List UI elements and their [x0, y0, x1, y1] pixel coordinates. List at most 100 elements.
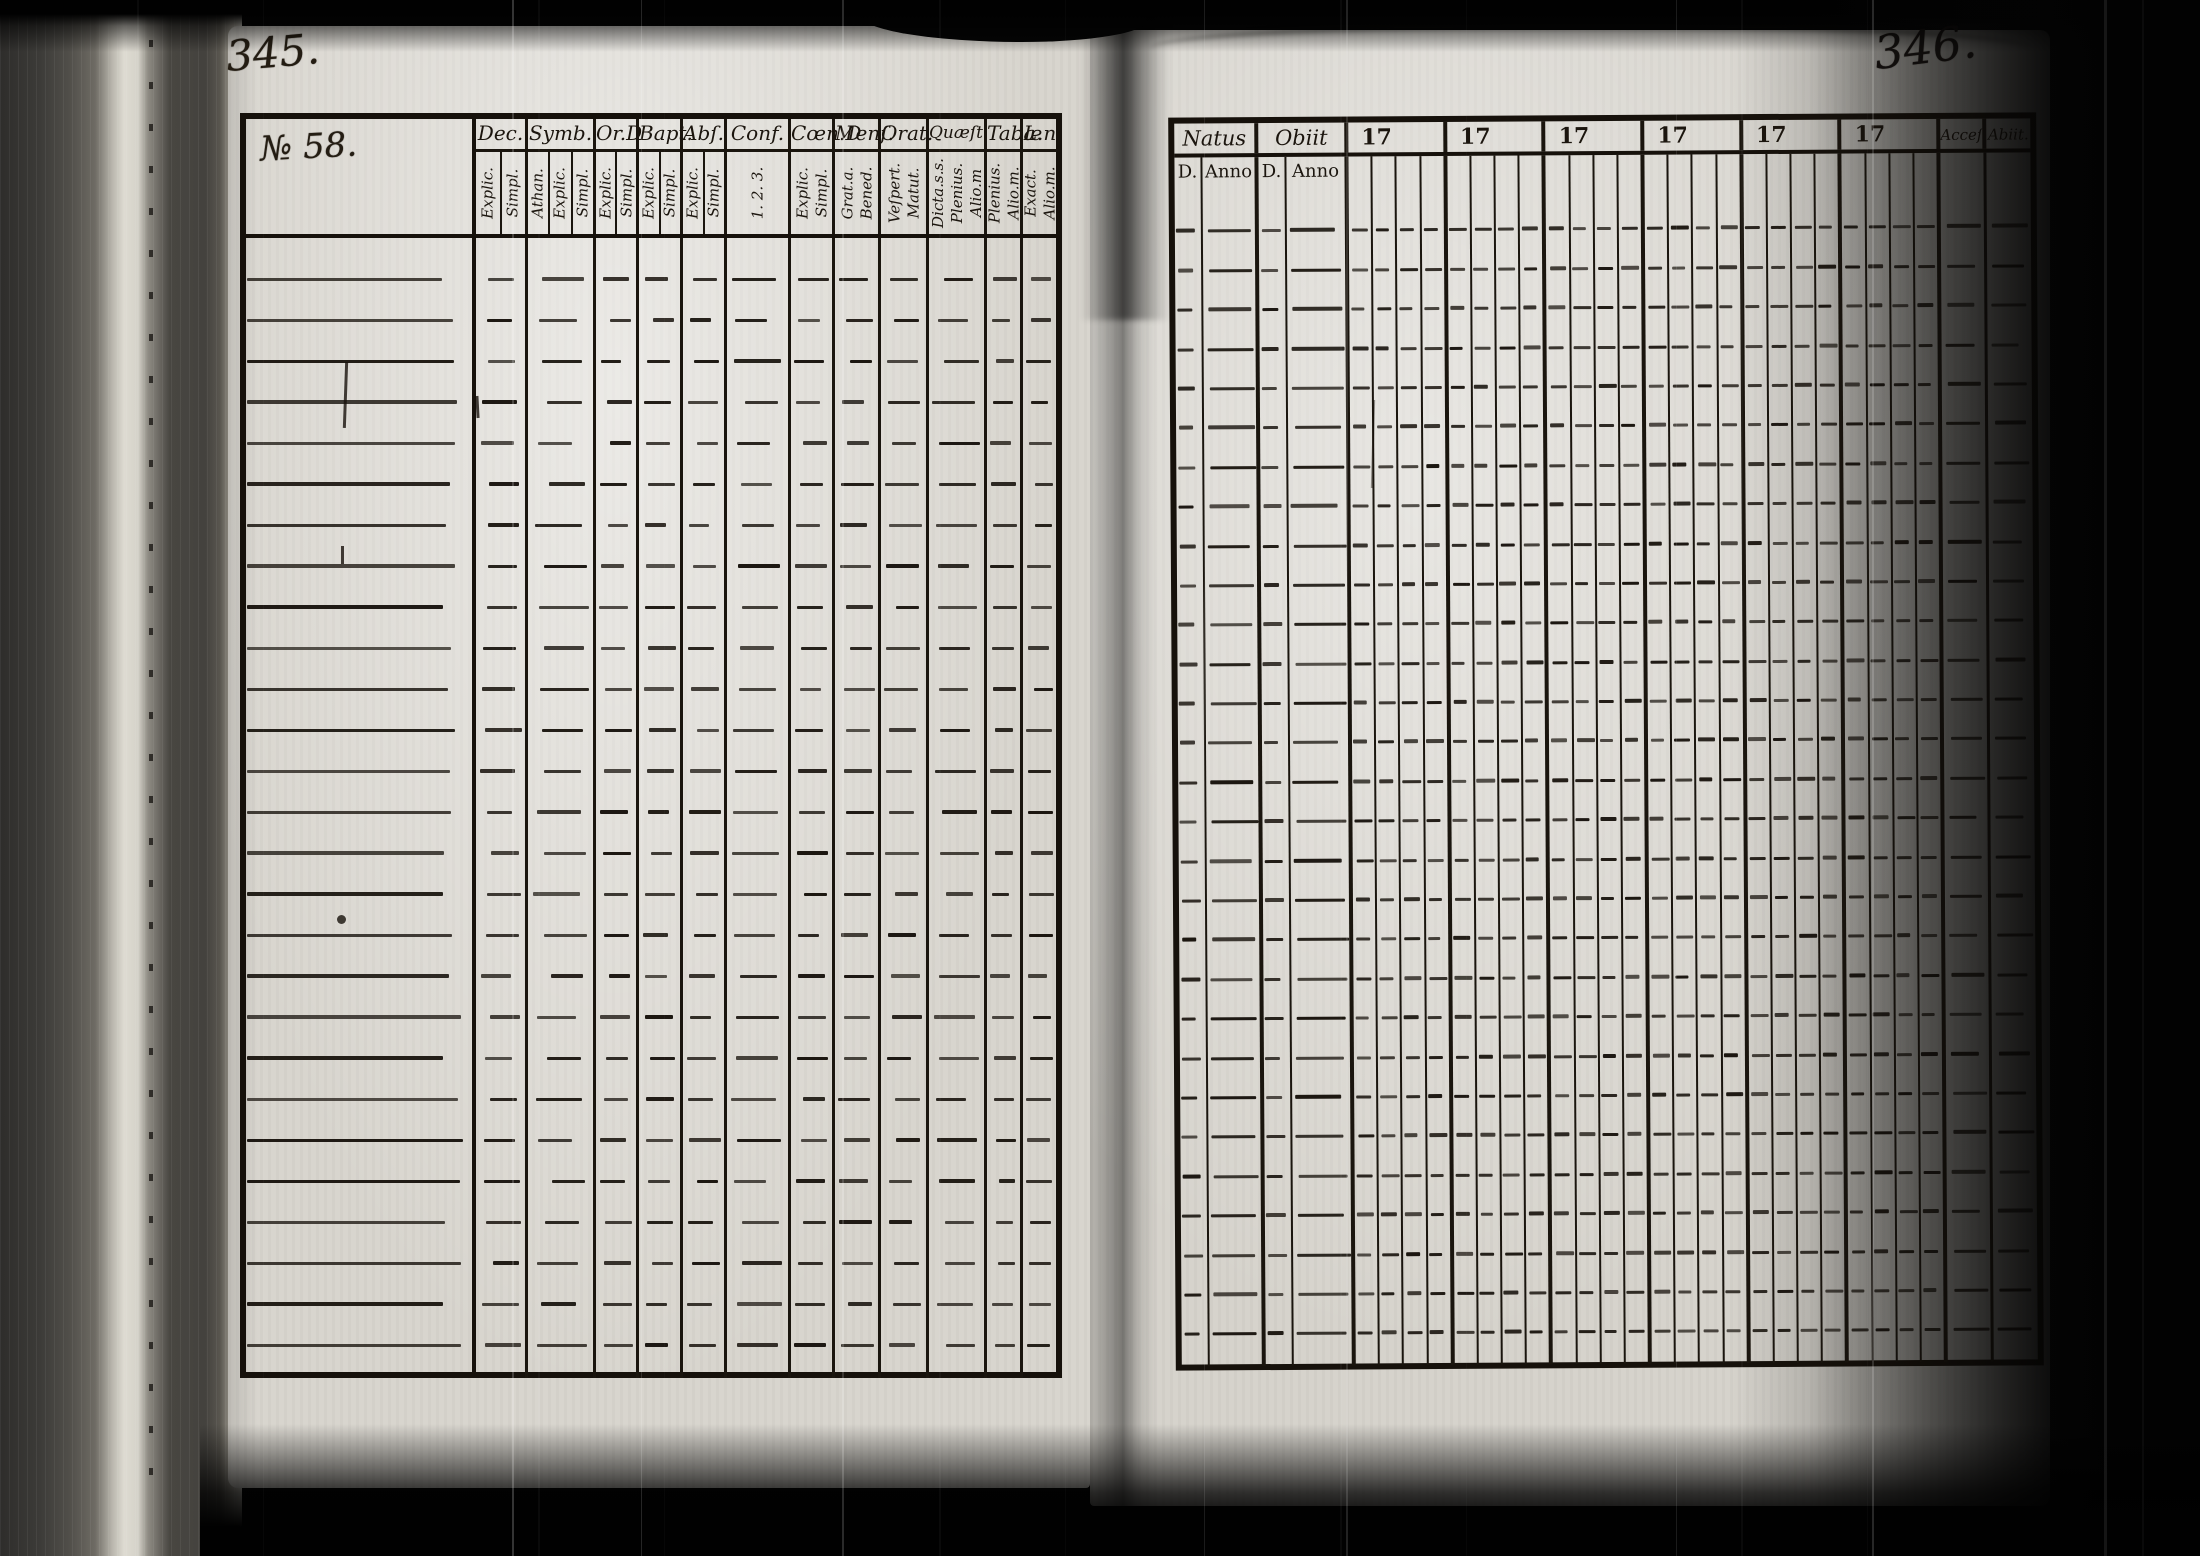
row-rule-dash — [794, 360, 825, 363]
table-row — [791, 1304, 832, 1347]
table-row — [1921, 1250, 1943, 1293]
row-rule-dash — [849, 647, 872, 650]
row-rule-dash — [886, 770, 913, 773]
rotated-label: Explic. — [639, 167, 658, 219]
table-row — [1919, 857, 1941, 899]
table-row — [596, 402, 636, 445]
table-row — [1771, 739, 1793, 781]
column-header: Conf. — [727, 119, 788, 152]
row-rule-dash — [935, 770, 976, 773]
table-row — [1496, 190, 1518, 232]
subheader-cell: Explic. — [548, 152, 570, 234]
table-row — [1942, 384, 1985, 426]
table-row — [1451, 859, 1473, 901]
table-row — [1895, 1014, 1917, 1056]
table-row — [1696, 622, 1718, 664]
table-row — [639, 648, 680, 691]
table-row — [596, 525, 636, 568]
table-row — [1474, 584, 1496, 626]
table-row — [1621, 661, 1643, 703]
table-row — [1206, 664, 1258, 706]
row-rule-dash — [247, 1221, 445, 1224]
table-row — [1023, 853, 1057, 896]
table-row — [1209, 1215, 1261, 1257]
table-row — [1262, 703, 1288, 745]
table-row — [246, 853, 472, 896]
table-row — [1264, 1097, 1290, 1139]
subheader-row: Veſpert. Matut. — [881, 152, 926, 234]
table-row — [1768, 227, 1790, 269]
table-row — [528, 484, 593, 527]
table-row — [1943, 620, 1986, 662]
table-row — [1288, 466, 1346, 509]
rotated-label-line: Alio.m — [965, 168, 984, 218]
table-row — [1400, 702, 1422, 744]
rotated-label-line: Simpl. — [660, 168, 679, 218]
row-rule-dash — [1028, 1303, 1052, 1306]
row-rule-dash — [645, 975, 667, 978]
table-row — [1872, 1133, 1894, 1175]
table-row — [1451, 741, 1473, 783]
table-row — [1944, 738, 1987, 780]
table-row — [246, 1140, 472, 1183]
table-row — [1693, 228, 1715, 270]
table-row — [1747, 739, 1769, 781]
table-row — [528, 1304, 593, 1347]
table-row — [929, 1140, 984, 1183]
table-row — [1259, 309, 1285, 351]
table-row — [835, 1181, 878, 1224]
table-row — [1206, 703, 1258, 745]
table-row — [1847, 936, 1869, 978]
table-row — [1798, 1291, 1820, 1333]
table-row — [929, 1222, 984, 1265]
subheader-cell: Simpl. — [615, 152, 636, 234]
row-rule-dash — [687, 1303, 713, 1306]
table-row — [791, 730, 832, 773]
row-rule-dash — [689, 1138, 721, 1142]
table-row — [1722, 897, 1744, 939]
table-row — [1288, 427, 1346, 469]
table-row — [1793, 463, 1815, 505]
table-row — [528, 402, 593, 445]
table-row — [1595, 268, 1617, 310]
row-rule-dash — [740, 646, 774, 650]
table-row — [881, 853, 926, 896]
column-header: Obiit — [1258, 122, 1349, 154]
row-rule-dash — [892, 1303, 921, 1306]
table-row — [1180, 1019, 1206, 1061]
row-rule-dash — [696, 1180, 718, 1183]
row-rule-dash — [652, 1262, 673, 1265]
table-row — [1792, 266, 1814, 309]
table-row — [1179, 940, 1205, 982]
table-row — [1023, 1263, 1057, 1306]
row-rule-dash — [1480, 1331, 1496, 1335]
table-row — [1471, 190, 1493, 232]
table-row — [1868, 502, 1890, 544]
table-row — [1498, 623, 1520, 665]
table-row — [727, 279, 788, 322]
table-row — [1747, 700, 1769, 742]
rotated-label: Grat.a. Bened. — [838, 167, 876, 220]
table-row — [1453, 1175, 1475, 1217]
table-row — [1723, 1134, 1745, 1176]
row-rule-dash — [1034, 524, 1052, 527]
table-row — [1772, 936, 1794, 978]
subheader-cell: D. — [1177, 161, 1198, 183]
table-row — [1520, 189, 1542, 231]
row-rule-dash — [1875, 1328, 1890, 1332]
table-row — [1549, 741, 1571, 783]
row-rule-dash — [688, 524, 710, 527]
row-rule-dash — [735, 1056, 779, 1060]
table-row — [1525, 1056, 1547, 1098]
table-row — [1797, 1054, 1819, 1096]
table-row — [1718, 306, 1740, 348]
table-row — [1992, 974, 2036, 1016]
table-row — [1597, 622, 1619, 664]
table-row — [1746, 621, 1768, 663]
row-rule-dash — [990, 974, 1011, 978]
subheader-spacer — [1941, 153, 1984, 187]
row-rule-dash — [1677, 1329, 1696, 1333]
table-row — [1869, 621, 1891, 663]
table-row — [528, 976, 593, 1019]
rotated-label-line: Grat.a. — [837, 166, 856, 220]
